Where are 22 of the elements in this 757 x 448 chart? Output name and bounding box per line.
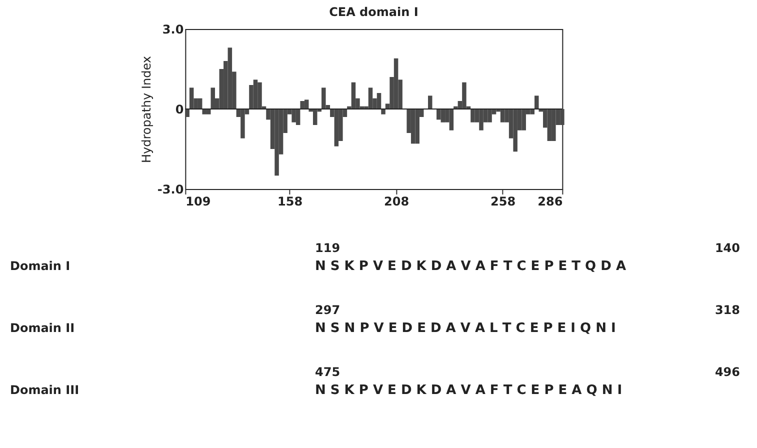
text: 119 [315, 241, 340, 255]
y-tick-label: 3.0 [162, 22, 184, 36]
text: 475 [315, 365, 340, 379]
text: Domain I [10, 259, 70, 273]
x-tick-label: 158 [278, 194, 303, 208]
x-tick-label: 286 [538, 194, 563, 208]
x-tick-label: 109 [186, 194, 211, 208]
chart-title: CEA domain I [329, 5, 418, 19]
text: 496 [714, 365, 740, 379]
x-tick-label: 208 [384, 194, 410, 208]
text: 318 [714, 303, 740, 317]
text: Domain III [10, 383, 80, 397]
text: N S K P V E D K D A V A F T C E P E A Q N I [315, 383, 622, 398]
text: Domain II [10, 321, 75, 335]
text: 140 [714, 241, 740, 255]
x-tick-label: 258 [490, 194, 516, 208]
y-tick-label: -3.0 [157, 182, 184, 196]
text: N S N P V E D E D A V A L T C E P E I Q N I [315, 321, 616, 336]
y-tick-label: 0 [175, 102, 184, 116]
text: N S K P V E D K D A V A F T C E P E T Q D A [315, 259, 626, 274]
y-axis-title: Hydropathy Index [139, 56, 154, 163]
text: 297 [315, 303, 340, 317]
